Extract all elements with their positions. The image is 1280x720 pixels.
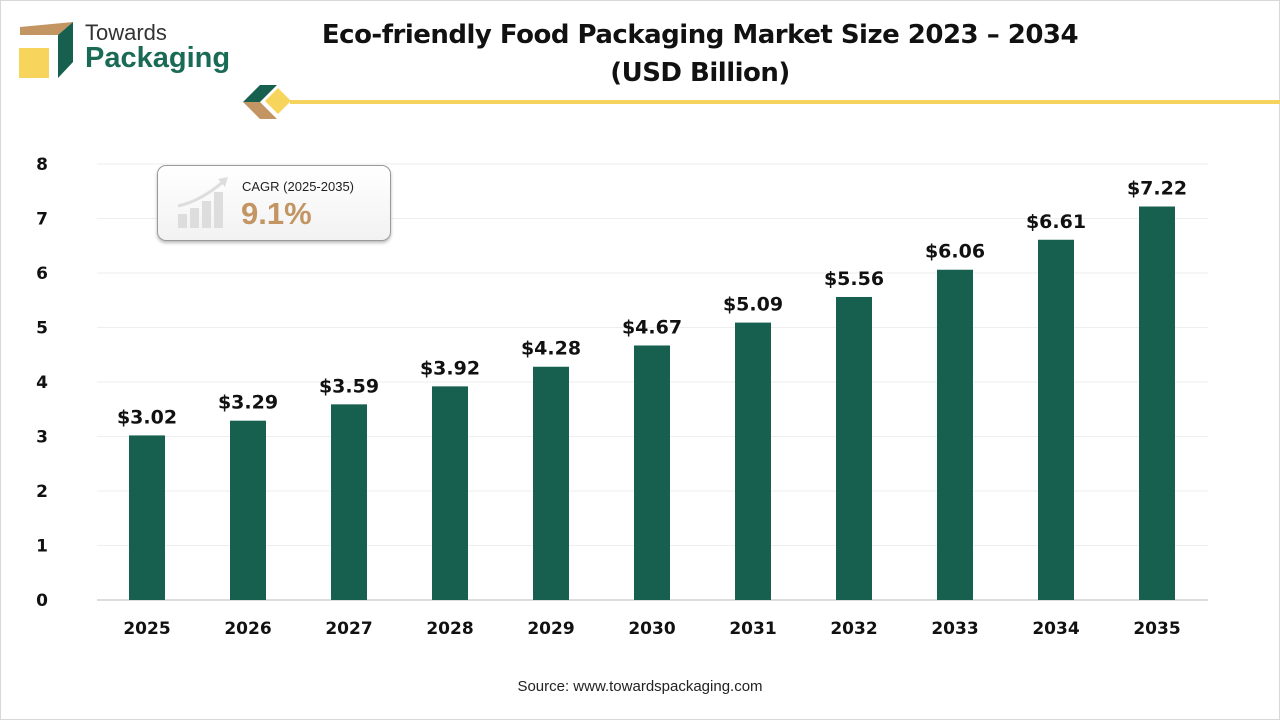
bar-2035 [1139,206,1175,600]
brand-line1: Towards [85,20,167,45]
x-tick-label: 2030 [628,619,675,639]
data-label: $7.22 [1127,178,1187,200]
bar-2025 [129,435,165,600]
data-label: $3.92 [420,357,480,379]
x-tick-label: 2034 [1032,619,1079,639]
bar-2031 [735,322,771,600]
x-tick-label: 2025 [123,619,170,639]
cagr-value: 9.1% [241,196,312,231]
y-tick-label: 5 [36,319,48,339]
y-tick-label: 6 [36,264,48,284]
divider-icon [243,85,291,119]
y-tick-label: 1 [36,537,48,557]
data-label: $3.29 [218,392,278,414]
bar-2034 [1038,239,1074,600]
bar-2030 [634,345,670,600]
x-tick-label: 2033 [931,619,978,639]
logo-icon [19,22,73,78]
data-label: $3.59 [319,375,379,397]
data-label: $6.06 [925,241,985,263]
x-tick-label: 2032 [830,619,877,639]
brand-line2: Packaging [85,42,231,74]
y-tick-label: 3 [36,428,48,448]
x-tick-label: 2027 [325,619,372,639]
data-label: $6.61 [1026,211,1086,233]
x-tick-label: 2028 [426,619,473,639]
x-tick-label: 2031 [729,619,776,639]
y-tick-label: 0 [36,591,48,611]
cagr-label: CAGR (2025-2035) [242,179,354,194]
source-note: Source: www.towardspackaging.com [517,678,763,695]
x-tick-label: 2035 [1133,619,1180,639]
y-tick-label: 7 [36,210,48,230]
data-label: $3.02 [117,406,177,428]
bar-2027 [331,404,367,600]
bar-2028 [432,386,468,600]
data-label: $5.56 [824,268,884,290]
data-label: $4.28 [521,338,581,360]
chart-title: Eco-friendly Food Packaging Market Size … [300,16,1100,92]
y-tick-label: 8 [36,155,48,175]
title-rule [290,100,1280,104]
growth-chart-icon [177,177,228,228]
bar-2032 [836,296,872,600]
bar-2029 [533,366,569,600]
y-tick-label: 2 [36,482,48,502]
data-label: $5.09 [723,294,783,316]
cagr-box: CAGR (2025-2035) 9.1% [157,165,391,241]
title-line: Eco-friendly Food Packaging Market Size … [321,20,1079,50]
data-label: $4.67 [622,316,682,338]
bar-2033 [937,269,973,600]
subtitle: (USD Billion) [610,58,790,88]
x-tick-label: 2029 [527,619,574,639]
x-tick-label: 2026 [224,619,271,639]
y-tick-label: 4 [36,373,48,393]
bar-2026 [230,420,266,600]
